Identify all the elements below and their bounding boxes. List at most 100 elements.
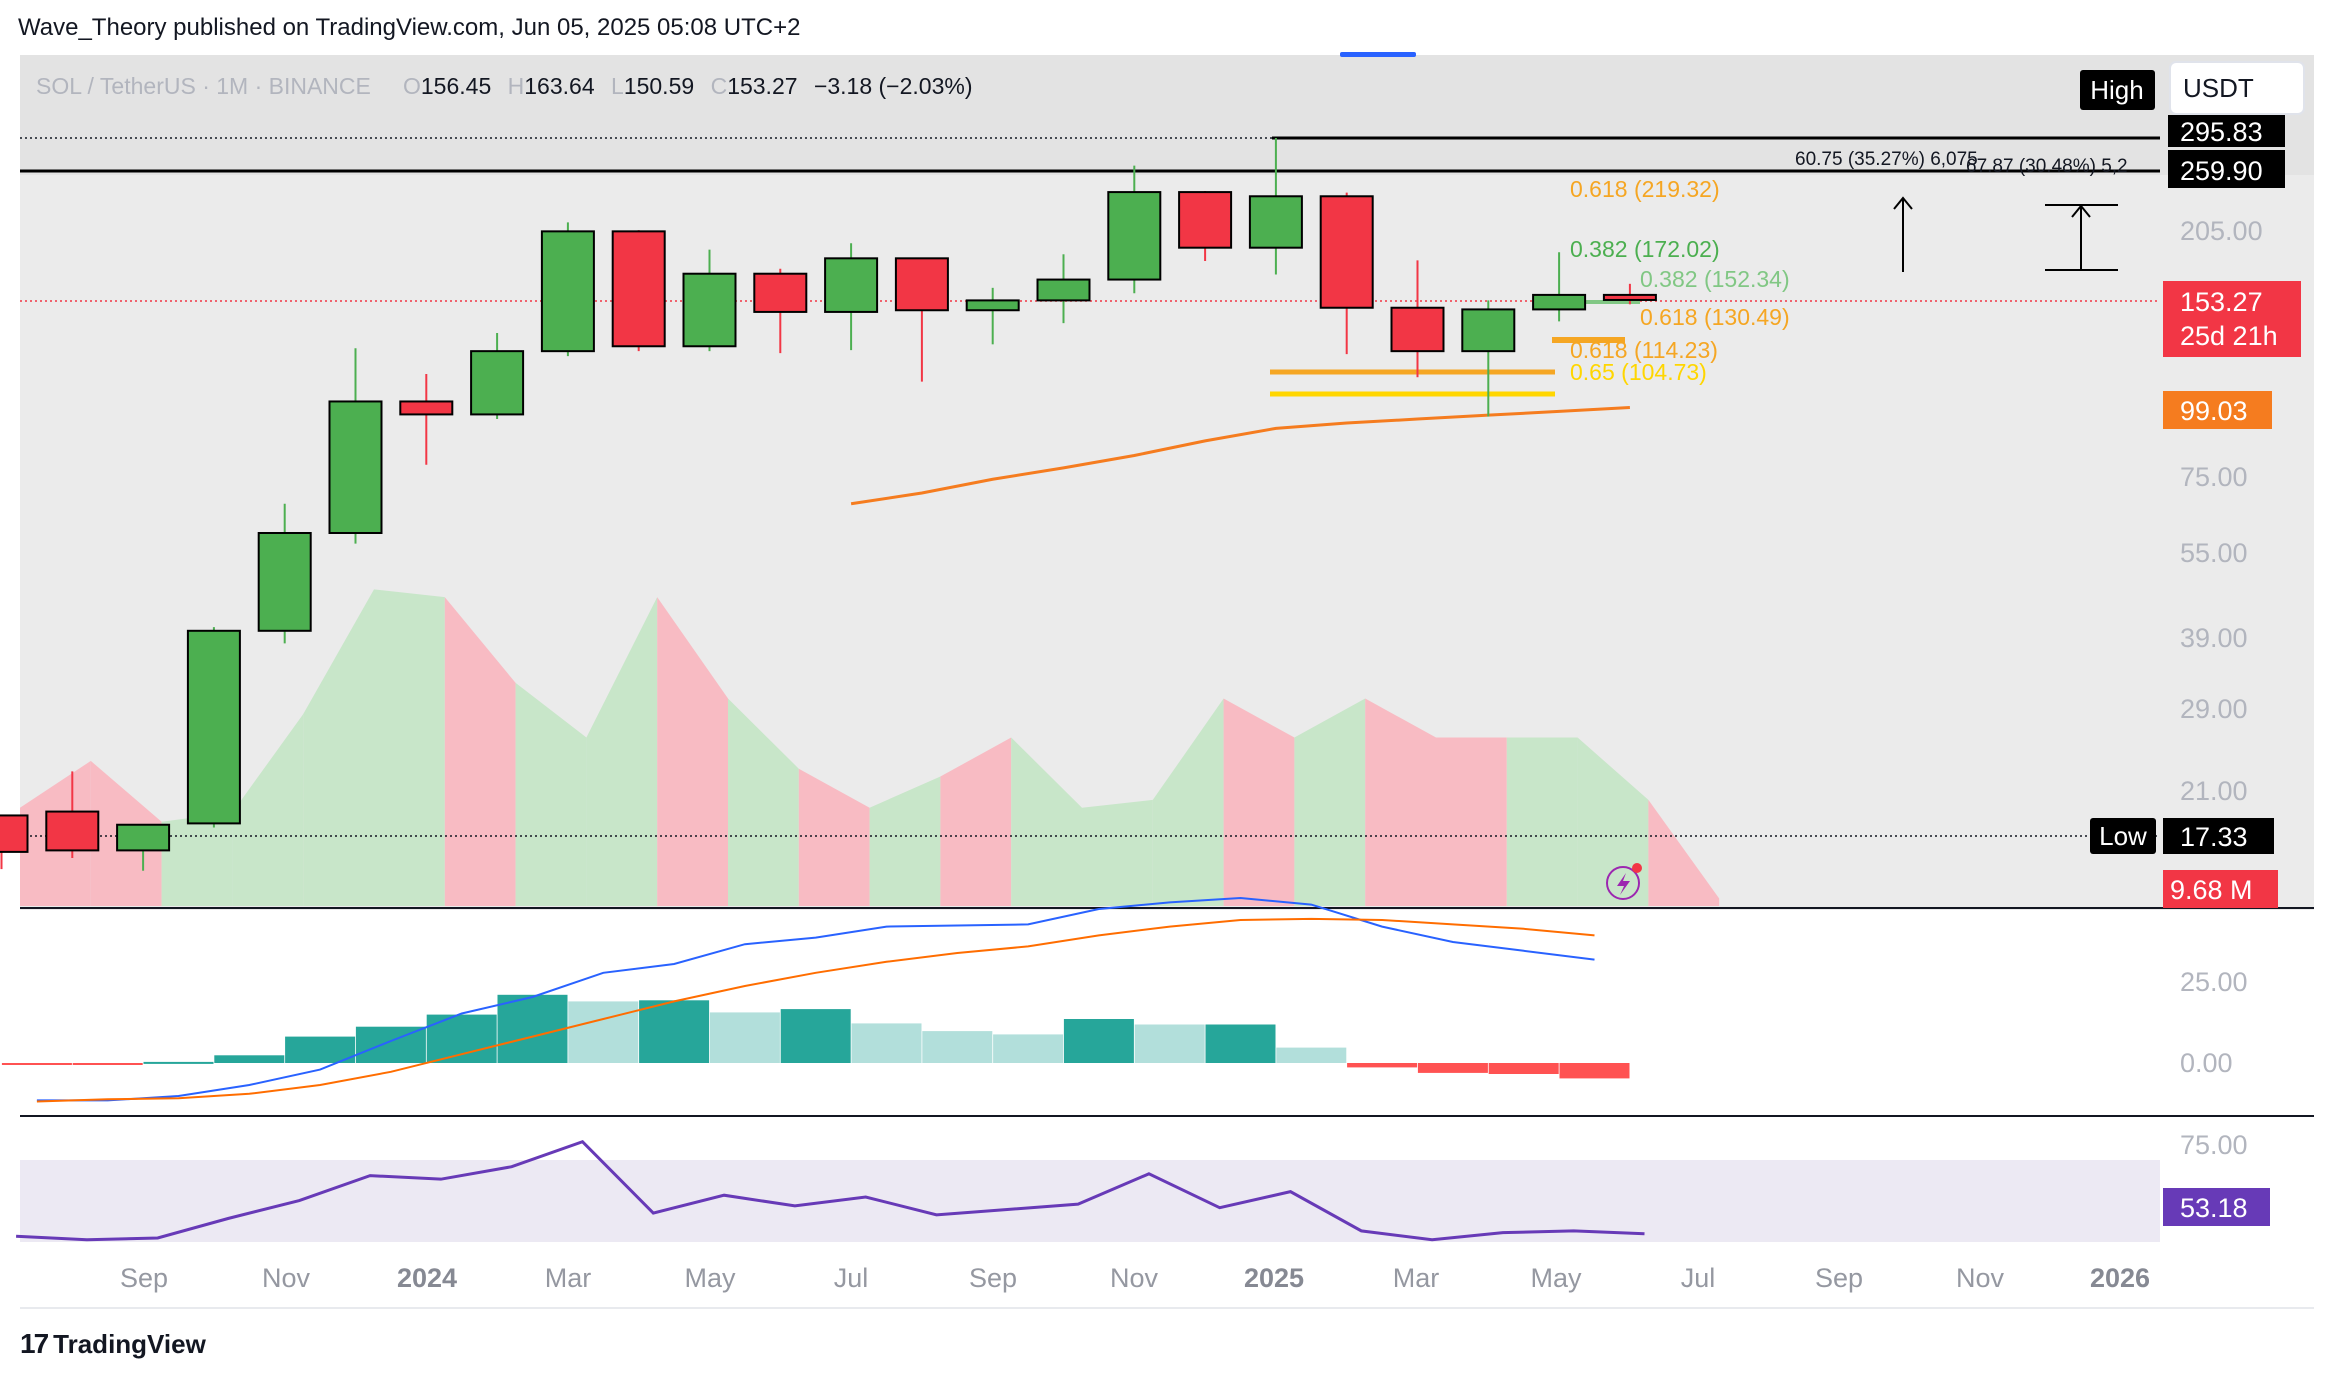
candle-body [45, 810, 100, 852]
measure-2-label[interactable]: 67.87 (30.48%) 5,2 [1966, 156, 2128, 177]
high-button-bg[interactable] [2080, 70, 2155, 110]
candle-body [1107, 191, 1162, 281]
price-levels-layer[interactable] [20, 136, 2160, 837]
fib-618-130-label[interactable]: 0.618 (130.49) [1640, 304, 1790, 330]
macd-line [36, 896, 1595, 1102]
tradingview-icon: 17 [20, 1328, 49, 1359]
volume-area-segment [1365, 698, 1436, 906]
candle-body [894, 257, 949, 312]
last-price-label-bg [2163, 281, 2301, 357]
time-axis-label: Sep [120, 1263, 168, 1293]
currency-button-bg[interactable] [2169, 61, 2305, 115]
rsi-layer [16, 1140, 1645, 1242]
macd-histogram-bar [214, 1055, 285, 1063]
tradingview-logo[interactable]: 17 TradingView [20, 1328, 206, 1360]
price-axis[interactable]: 205.00 75.00 55.00 39.00 29.00 21.00 295… [2090, 115, 2301, 908]
candles-layer [0, 138, 1657, 871]
fib-618-top-label[interactable]: 0.618 (219.32) [1570, 176, 1720, 202]
fib-annotations[interactable]: 0.618 (219.32) 0.382 (172.02) 0.382 (152… [1570, 149, 2128, 385]
time-axis[interactable]: Sep Nov 2024 Mar May Jul Sep Nov 2025 Mar May Jul Se… [120, 1263, 2150, 1293]
high-button[interactable]: High [2090, 75, 2143, 105]
volume-area-segment [444, 597, 516, 906]
legend-close: 153.27 [727, 73, 797, 99]
volume-area-segment [1648, 799, 1720, 906]
rsi-band [20, 1160, 2160, 1242]
legend-l-label: L [611, 73, 624, 99]
price-tick: 55.00 [2180, 538, 2248, 568]
macd-tick: 0.00 [2180, 1048, 2233, 1078]
macd-histogram-bar [639, 1000, 710, 1063]
volume-area-segment [1223, 698, 1295, 906]
volume-area-segment [161, 812, 233, 906]
legend-symbol[interactable]: SOL / TetherUS · 1M · BINANCE [36, 73, 371, 99]
legend-c-label: C [711, 73, 728, 99]
macd-histogram-bar [1559, 1063, 1630, 1079]
macd-tick: 25.00 [2180, 967, 2248, 997]
volume-area-segment [798, 768, 870, 906]
candle-body [1602, 293, 1657, 301]
candle-body [824, 257, 879, 313]
lightning-icon[interactable] [1606, 863, 1642, 900]
candle-body [470, 350, 525, 416]
macd-histogram-bar [709, 1012, 780, 1063]
volume-area-segment [1436, 737, 1507, 906]
measure-arrow-1[interactable] [1893, 196, 1913, 272]
macd-pane-bg[interactable] [20, 912, 2314, 1115]
time-axis-label: Nov [1110, 1263, 1159, 1293]
macd-histogram-bar [780, 1009, 851, 1063]
volume-area-segment [1577, 737, 1649, 906]
fib-382-152-label[interactable]: 0.382 (152.34) [1640, 266, 1790, 292]
time-axis-label: Jul [834, 1263, 869, 1293]
ath-label-bg [2168, 115, 2285, 147]
fib-618-114-label[interactable]: 0.618 (114.23) [1570, 337, 1718, 363]
tradingview-wordmark: TradingView [53, 1328, 206, 1359]
macd-histogram-bar [568, 1001, 639, 1063]
macd-histogram-bar [1, 1063, 72, 1065]
fib-65-104-label[interactable]: 0.65 (104.73) [1570, 359, 1707, 385]
price-tick: 75.00 [2180, 462, 2248, 492]
time-axis-label: 2025 [1244, 1263, 1304, 1293]
time-axis-label: Jul [1681, 1263, 1716, 1293]
candle-body [753, 272, 808, 313]
candle-body [1461, 308, 1516, 353]
fib-382-172-label[interactable]: 0.382 (172.02) [1570, 236, 1720, 262]
legend-low: 150.59 [624, 73, 694, 99]
rsi-value-label: 53.18 [2180, 1193, 2248, 1223]
time-axis-label: Nov [1956, 1263, 2005, 1293]
rsi-tick: 75.00 [2180, 1130, 2248, 1160]
signal-line [36, 917, 1595, 1103]
measure-arrow-2[interactable] [2045, 204, 2118, 271]
price-tick: 21.00 [2180, 776, 2248, 806]
legend-open: 156.45 [421, 73, 491, 99]
countdown-label: 25d 21h [2180, 321, 2278, 351]
macd-histogram-bar [851, 1023, 922, 1063]
rsi-value-label-bg [2163, 1188, 2270, 1226]
time-axis-label: Nov [262, 1263, 311, 1293]
volume-area-segment [728, 698, 799, 906]
low-label: 17.33 [2180, 822, 2248, 852]
price-tick: 205.00 [2180, 216, 2263, 246]
candle-body [1532, 293, 1587, 311]
volume-area-segment [374, 589, 445, 906]
macd-histogram-bar [1205, 1024, 1276, 1063]
low-button-bg [2090, 818, 2156, 854]
measure-1-label[interactable]: 60.75 (35.27%) 6,075 [1795, 149, 1978, 170]
top-scroll-indicator[interactable] [1340, 52, 1416, 57]
price-tick: 29.00 [2180, 694, 2248, 724]
macd-histogram-bar [72, 1063, 143, 1065]
legend-change: −3.18 (−2.03%) [814, 73, 973, 99]
macd-histogram-bar [993, 1034, 1064, 1063]
candle-body [0, 814, 29, 853]
candle-body [540, 230, 595, 353]
line-label-bg [2168, 150, 2285, 188]
currency-button[interactable]: USDT [2183, 73, 2254, 103]
time-axis-label: Mar [545, 1263, 592, 1293]
candle-body [328, 400, 383, 534]
macd-histogram-bar [1276, 1047, 1347, 1063]
price-tick: 39.00 [2180, 623, 2248, 653]
macd-histogram-bar [1347, 1063, 1418, 1068]
candle-body [1319, 195, 1374, 309]
time-axis-label: Sep [1815, 1263, 1863, 1293]
volume-area-segment [1152, 698, 1224, 906]
